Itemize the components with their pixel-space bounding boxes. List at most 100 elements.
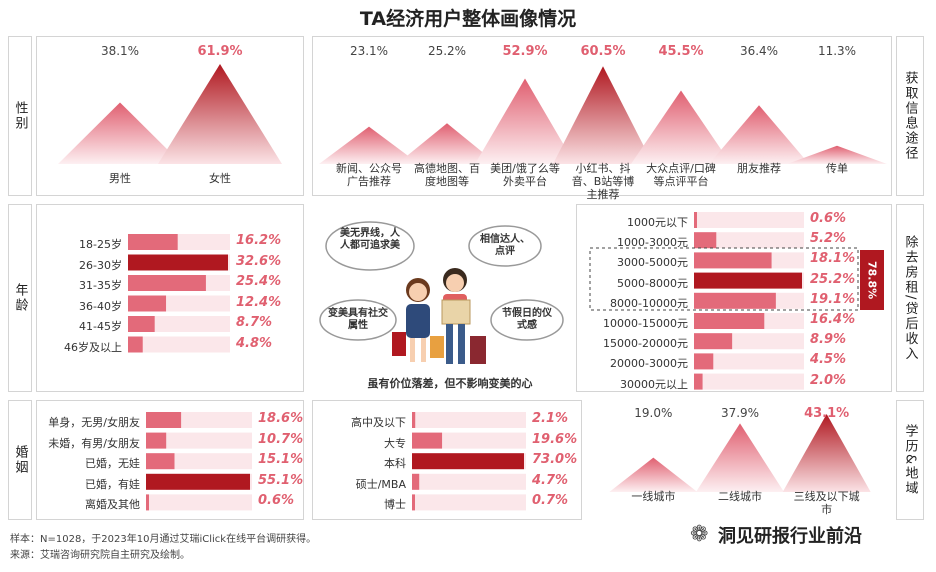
bar-track	[694, 353, 804, 370]
mountain-mark	[609, 457, 698, 492]
value-label: 73.0%	[532, 452, 578, 468]
mountain-mark	[553, 66, 653, 164]
footnote-sample: 样本：N=1028，于2023年10月通过艾瑞iClick在线平台调研获得。	[10, 534, 317, 545]
row-label: 3000-5000元	[617, 256, 688, 270]
value-label: 45.5%	[658, 44, 704, 59]
bubble-holiday-ritual: 节假日的仪式感	[502, 308, 552, 331]
value-label: 19.6%	[532, 431, 578, 447]
mountain-mark	[787, 145, 887, 164]
row-label: 本科	[384, 457, 406, 471]
row-label: 1000元以下	[627, 216, 688, 229]
category-label: 男性	[109, 172, 131, 185]
thought-bubble	[490, 299, 564, 341]
value-label: 43.1%	[804, 406, 850, 421]
bar-track	[694, 212, 804, 228]
bar-mark	[146, 453, 175, 470]
value-label: 25.2%	[427, 44, 467, 58]
bar-mark	[128, 295, 167, 312]
value-label: 0.6%	[258, 493, 295, 509]
value-label: 52.9%	[502, 44, 548, 59]
thought-bubble	[319, 299, 397, 341]
thought-bubble	[325, 221, 415, 271]
value-label: 10.7%	[258, 431, 304, 447]
value-label: 18.1%	[810, 251, 856, 267]
row-label: 未婚，有男/女朋友	[48, 436, 140, 450]
value-label: 37.9%	[720, 406, 760, 420]
bar-track	[412, 412, 526, 428]
row-label: 单身，无男/女朋友	[48, 416, 140, 429]
illustration-caption: 虽有价位落差，但不影响变美的心	[367, 377, 533, 390]
row-label: 46岁及以上	[64, 340, 122, 354]
bar-track	[412, 494, 526, 511]
bar-track	[694, 373, 804, 390]
value-label: 16.2%	[236, 233, 282, 248]
bar-mark	[412, 473, 420, 490]
bar-track	[412, 473, 526, 490]
side-label-channel: 获取信息途径	[896, 36, 924, 196]
bar-mark	[128, 275, 206, 291]
category-label: 一线城市	[631, 490, 676, 503]
row-label: 博士	[384, 498, 406, 512]
category-label: 美团/饿了么等外卖平台	[490, 162, 560, 188]
shopper-man	[441, 268, 486, 364]
bar-mark	[694, 292, 776, 309]
chart-title: TA经济用户整体画像情况	[359, 8, 577, 30]
value-label: 16.4%	[810, 312, 856, 327]
value-label: 25.2%	[810, 271, 856, 287]
row-label: 已婚，有娃	[85, 477, 140, 491]
side-label-income: 除去房租/贷后收入	[896, 204, 924, 392]
bar-mark	[694, 232, 717, 249]
category-label: 三线及以下城市	[793, 490, 860, 516]
bubble-beauty-for-all: 美无界线，人人都可追求美	[340, 228, 400, 251]
value-label: 8.9%	[810, 332, 847, 348]
mountain-mark	[158, 64, 282, 164]
mountain-mark	[58, 102, 182, 164]
row-label: 31-35岁	[79, 279, 122, 292]
category-label: 高德地图、百度地图等	[414, 162, 480, 188]
bar-mark	[412, 494, 415, 511]
bar-mark	[412, 453, 524, 470]
value-label: 19.0%	[634, 406, 673, 420]
row-label: 20000-3000元	[610, 357, 688, 371]
category-label: 传单	[826, 162, 848, 175]
row-label: 1000-3000元	[617, 236, 688, 250]
row-label: 30000元以上	[620, 377, 688, 391]
bar-mark	[694, 313, 765, 329]
bar-mark	[146, 494, 149, 511]
mountain-mark	[696, 423, 784, 492]
bar-mark	[146, 432, 167, 449]
mountain-mark	[709, 105, 809, 164]
side-label-marriage: 婚姻	[8, 400, 32, 520]
bar-mark	[412, 432, 443, 449]
side-label-age: 年龄	[8, 204, 32, 392]
value-label: 2.0%	[810, 372, 847, 388]
bar-mark	[694, 333, 733, 350]
bar-mark	[146, 412, 182, 428]
bar-mark	[694, 252, 772, 269]
bubble-trust-influencers: 相信达人、点评	[480, 234, 530, 257]
row-label: 18-25岁	[79, 238, 122, 251]
category-label: 大众点评/口碑等点评平台	[646, 162, 716, 188]
row-label: 36-40岁	[79, 299, 122, 313]
value-label: 36.4%	[739, 44, 779, 58]
row-label: 15000-20000元	[603, 337, 688, 351]
value-label: 19.1%	[810, 291, 856, 307]
value-label: 60.5%	[580, 44, 626, 59]
bar-mark	[128, 254, 228, 271]
value-label: 25.4%	[236, 274, 282, 289]
row-label: 10000-15000元	[603, 317, 688, 330]
category-label: 二线城市	[718, 490, 762, 503]
category-label: 小红书、抖音、B站等博主推荐	[571, 162, 635, 201]
gender-panel	[36, 36, 304, 196]
row-label: 硕士/MBA	[355, 477, 406, 491]
value-label: 15.1%	[258, 452, 304, 468]
side-label-edu-region: 学历&地域	[896, 400, 924, 520]
value-label: 38.1%	[100, 44, 140, 58]
bar-mark	[694, 353, 714, 370]
bar-mark	[128, 336, 143, 353]
row-label: 高中及以下	[351, 416, 406, 429]
bubble-social-attribute: 变美具有社交属性	[328, 308, 388, 331]
bar-mark	[128, 234, 178, 250]
